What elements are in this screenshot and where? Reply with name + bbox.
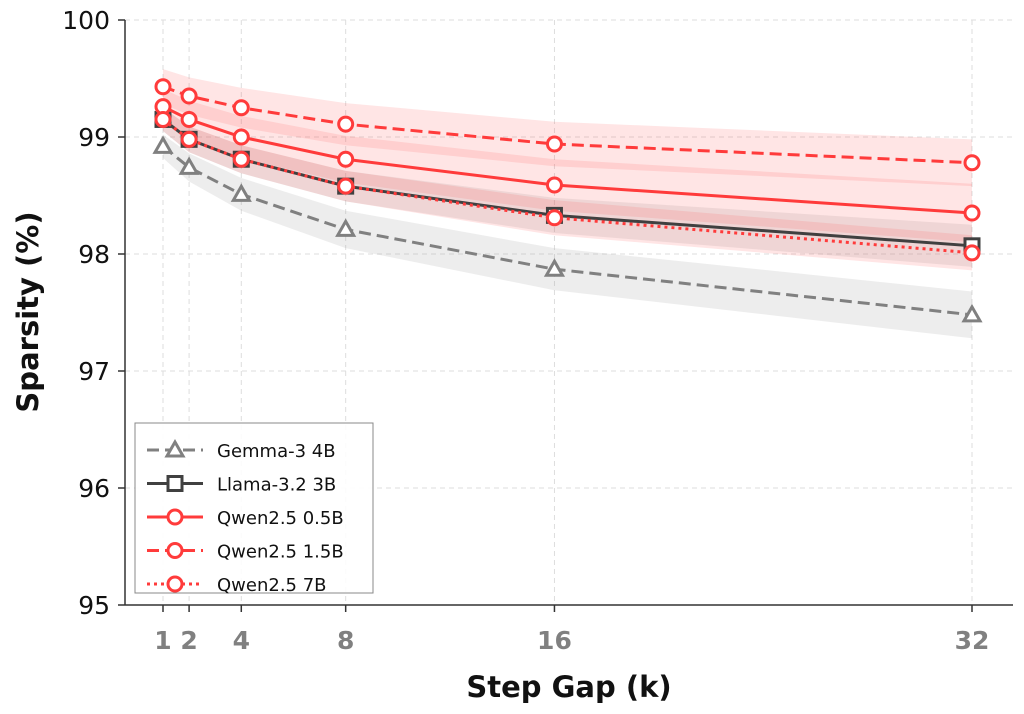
point-gemma-3-4b (543, 258, 566, 277)
point-qwen2-5-1-5b (963, 154, 981, 172)
series-qwen2-5-7b (154, 110, 981, 262)
legend-label-qwen2-5-7b: Qwen2.5 7B (217, 575, 327, 596)
y-tick-label: 97 (78, 357, 110, 386)
point-gemma-3-4b (961, 303, 983, 323)
y-tick-label: 100 (62, 6, 110, 35)
series-lines (152, 78, 983, 323)
series-qwen2-5-1-5b (154, 78, 981, 172)
legend-marker-qwen2-5-0-5b (166, 508, 184, 526)
point-qwen2-5-7b (545, 209, 563, 227)
line-qwen2-5-7b (162, 118, 973, 255)
band-qwen2-5-1-5b (163, 69, 972, 187)
x-axis-label: Step Gap (k) (466, 670, 671, 704)
point-qwen2-5-1-5b (154, 78, 172, 96)
point-qwen2-5-7b (180, 130, 198, 148)
line-gemma-3-4b (162, 145, 973, 317)
y-tick-label: 96 (78, 474, 110, 503)
legend-marker-qwen2-5-7b (166, 575, 184, 593)
y-axis-label: Sparsity (%) (11, 211, 45, 412)
band-llama-3-2-3b (163, 107, 972, 267)
point-qwen2-5-7b (337, 177, 355, 195)
point-qwen2-5-1-5b (232, 99, 250, 117)
point-qwen2-5-0-5b (180, 110, 198, 128)
band-qwen2-5-0-5b (163, 89, 972, 243)
ticks: 95 96 97 98 99 100 1 2 4 8 16 32 (62, 6, 989, 655)
point-gemma-3-4b (178, 156, 200, 175)
legend-label-llama-3-2-3b: Llama-3.2 3B (217, 475, 336, 496)
legend-label-gemma-3-4b: Gemma-3 4B (217, 441, 336, 462)
x-tick-label: 4 (233, 626, 250, 655)
axes (124, 20, 1013, 606)
legend: Gemma-3 4B Llama-3.2 3B Qwen2.5 0.5B Qwen2.… (134, 422, 374, 596)
legend-label-qwen2-5-1-5b: Qwen2.5 1.5B (217, 542, 344, 563)
legend-marker-gemma-3-4b (164, 438, 186, 458)
point-qwen2-5-0-5b (232, 128, 250, 146)
y-tick-label: 95 (78, 591, 110, 620)
point-gemma-3-4b (152, 135, 174, 154)
point-qwen2-5-7b (154, 110, 172, 128)
x-tick-label: 32 (955, 626, 990, 655)
y-tick-label: 98 (78, 240, 110, 269)
y-tick-label: 99 (78, 123, 110, 152)
x-tick-label: 8 (337, 626, 354, 655)
point-gemma-3-4b (335, 218, 357, 237)
legend-marker-qwen2-5-1-5b (166, 542, 184, 559)
point-qwen2-5-7b (963, 244, 981, 262)
point-qwen2-5-1-5b (337, 115, 355, 133)
x-tick-label: 2 (180, 626, 197, 655)
point-qwen2-5-0-5b (963, 204, 981, 222)
x-tick-label: 16 (537, 626, 572, 655)
point-qwen2-5-0-5b (545, 176, 563, 194)
x-tick-label: 1 (154, 626, 171, 655)
point-gemma-3-4b (230, 183, 252, 202)
legend-marker-llama-3-2-3b (166, 475, 184, 492)
point-qwen2-5-0-5b (337, 150, 355, 168)
series-gemma-3-4b (152, 135, 983, 323)
band-gemma-3-4b (163, 134, 972, 339)
legend-label-qwen2-5-0-5b: Qwen2.5 0.5B (217, 508, 344, 529)
point-qwen2-5-1-5b (545, 135, 563, 153)
point-qwen2-5-1-5b (180, 87, 198, 105)
point-qwen2-5-7b (232, 150, 250, 168)
